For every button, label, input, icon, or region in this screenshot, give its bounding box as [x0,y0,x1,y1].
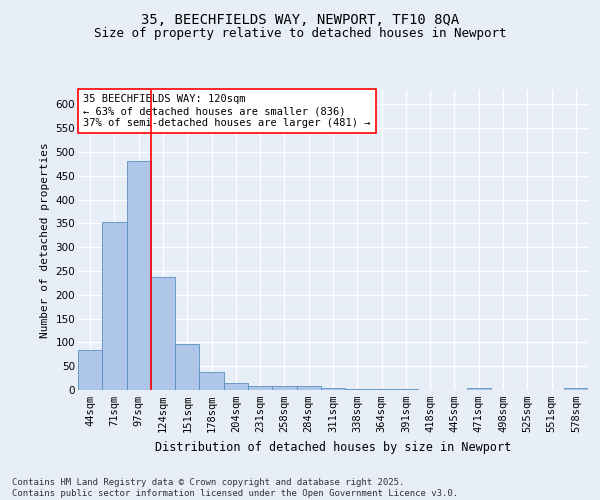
Bar [224,383,248,390]
Text: Contains HM Land Registry data © Crown copyright and database right 2025.
Contai: Contains HM Land Registry data © Crown c… [12,478,458,498]
Bar [127,162,151,390]
Bar [321,388,345,390]
Bar [199,372,224,390]
Bar [175,344,199,390]
Bar [151,277,175,390]
Bar [102,222,127,390]
Bar [564,388,588,390]
Text: 35, BEECHFIELDS WAY, NEWPORT, TF10 8QA: 35, BEECHFIELDS WAY, NEWPORT, TF10 8QA [141,12,459,26]
Bar [467,388,491,390]
Y-axis label: Number of detached properties: Number of detached properties [40,142,50,338]
Bar [272,386,296,390]
Bar [78,350,102,390]
Bar [370,389,394,390]
Bar [248,386,272,390]
Text: 35 BEECHFIELDS WAY: 120sqm
← 63% of detached houses are smaller (836)
37% of sem: 35 BEECHFIELDS WAY: 120sqm ← 63% of deta… [83,94,371,128]
Text: Size of property relative to detached houses in Newport: Size of property relative to detached ho… [94,28,506,40]
Bar [296,386,321,390]
X-axis label: Distribution of detached houses by size in Newport: Distribution of detached houses by size … [155,440,511,454]
Bar [394,389,418,390]
Bar [345,388,370,390]
